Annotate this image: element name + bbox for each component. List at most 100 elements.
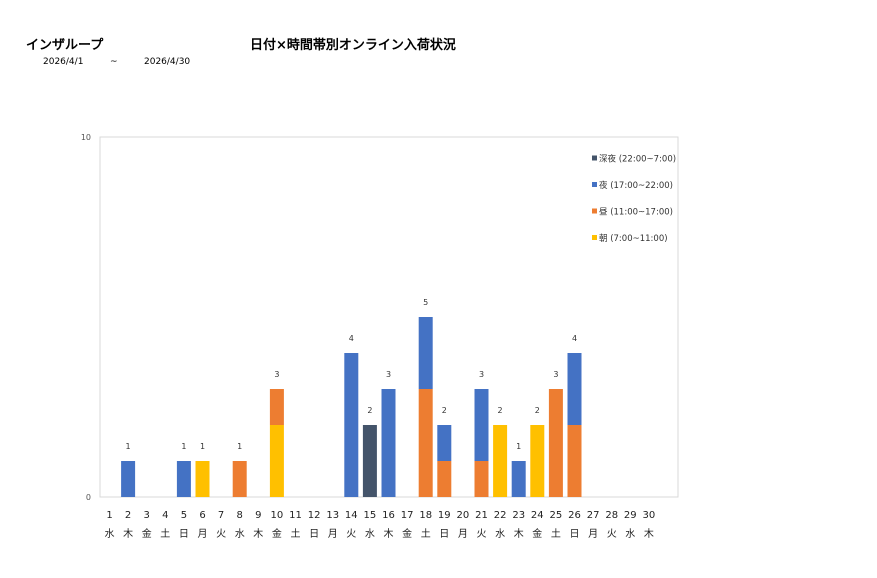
bar-segment [176, 461, 191, 497]
x-weekday-label: 木 [514, 528, 524, 540]
x-tick-label: 15 [364, 510, 377, 521]
x-weekday-label: 金 [272, 527, 282, 540]
bar-segment [418, 317, 433, 389]
x-weekday-label: 木 [644, 528, 654, 540]
x-weekday-label: 日 [439, 529, 449, 540]
bar-segment [195, 461, 210, 497]
x-weekday-label: 月 [198, 528, 208, 540]
bar-segment [437, 425, 452, 461]
bar-segment [474, 461, 489, 497]
date-range-end: 2026/4/30 [144, 57, 191, 67]
bar-segment [269, 425, 284, 497]
x-weekday-label: 日 [309, 529, 319, 540]
x-tick-label: 10 [271, 510, 284, 521]
x-weekday-label: 月 [458, 528, 468, 540]
legend-swatch [592, 208, 597, 214]
bar-segment [269, 389, 284, 425]
bar-segment [567, 425, 582, 497]
y-axis: 0 10 [81, 133, 91, 502]
x-tick-label: 23 [512, 510, 525, 521]
bar-segment [530, 425, 545, 497]
x-weekday-label: 水 [625, 528, 635, 540]
x-tick-label: 17 [401, 510, 414, 521]
legend-label: 昼 (11:00~17:00) [599, 208, 673, 218]
x-weekday-label: 水 [235, 528, 245, 540]
data-label: 2 [535, 406, 540, 415]
x-tick-label: 11 [289, 510, 302, 521]
data-label: 1 [126, 442, 131, 451]
bar-segment [567, 353, 582, 425]
x-tick-label: 18 [419, 510, 432, 521]
x-weekday-label: 金 [532, 527, 542, 540]
x-tick-label: 19 [438, 510, 451, 521]
data-label: 4 [349, 334, 354, 343]
x-tick-label: 3 [144, 510, 150, 521]
x-weekday-label: 土 [421, 527, 431, 540]
x-weekday-label: 火 [346, 528, 356, 540]
x-weekday-label: 月 [588, 528, 598, 540]
x-tick-label: 6 [199, 510, 205, 521]
x-axis: 1水2木3金4土5日6月7火8水9木10金11土12日13月14火15水16木1… [105, 510, 656, 540]
legend-swatch [592, 155, 597, 161]
data-label: 3 [479, 370, 484, 379]
x-weekday-label: 木 [253, 528, 263, 540]
x-tick-label: 13 [326, 510, 339, 521]
legend-label: 夜 (17:00~22:00) [599, 180, 673, 191]
x-weekday-label: 土 [291, 527, 301, 540]
x-tick-label: 8 [237, 510, 243, 521]
data-label: 3 [386, 370, 391, 379]
legend: 深夜 (22:00~7:00) 夜 (17:00~22:00) 昼 (11:00~1… [592, 154, 676, 244]
x-tick-label: 9 [255, 510, 261, 521]
x-tick-label: 29 [624, 510, 637, 521]
bar-segment [548, 389, 563, 497]
x-tick-label: 27 [587, 510, 600, 521]
legend-swatch [592, 182, 597, 187]
x-tick-label: 14 [345, 510, 358, 521]
bar-segment [511, 461, 526, 497]
x-tick-label: 24 [531, 510, 544, 521]
x-tick-label: 26 [568, 510, 581, 521]
data-label: 1 [516, 442, 521, 451]
x-weekday-label: 日 [570, 529, 580, 540]
chart-title: 日付×時間帯別オンライン入荷状況 [250, 38, 456, 53]
x-weekday-label: 木 [123, 528, 133, 540]
bar-segment [418, 389, 433, 497]
x-weekday-label: 水 [105, 528, 115, 540]
x-tick-label: 22 [494, 510, 507, 521]
x-weekday-label: 日 [179, 529, 189, 540]
x-tick-label: 28 [605, 510, 618, 521]
company-name: インザループ [26, 38, 104, 53]
x-tick-label: 30 [643, 510, 656, 521]
legend-swatch [592, 235, 597, 240]
x-tick-label: 2 [125, 510, 131, 521]
x-tick-label: 16 [382, 510, 395, 521]
data-label: 5 [423, 298, 428, 307]
bar-segment [437, 461, 452, 497]
data-labels-layer: 1 1 1 1 3 4 2 3 5 2 3 2 1 2 3 4 [126, 298, 577, 451]
bar-segment [232, 461, 247, 497]
bar-segment [474, 389, 489, 461]
data-label: 1 [200, 442, 205, 451]
legend-label: 深夜 (22:00~7:00) [599, 154, 676, 165]
x-weekday-label: 水 [495, 528, 505, 540]
x-weekday-label: 金 [402, 527, 412, 540]
x-tick-label: 4 [162, 510, 168, 521]
data-label: 2 [498, 406, 503, 415]
x-weekday-label: 土 [160, 527, 170, 540]
x-tick-label: 25 [550, 510, 563, 521]
bars-layer [121, 317, 582, 497]
data-label: 2 [442, 406, 447, 415]
date-range-start: 2026/4/1 [43, 57, 84, 67]
bar-segment [121, 461, 136, 497]
x-weekday-label: 金 [142, 527, 152, 540]
x-tick-label: 1 [106, 510, 112, 521]
date-range-separator: ~ [110, 57, 118, 67]
x-tick-label: 20 [457, 510, 470, 521]
legend-label: 朝 (7:00~11:00) [599, 234, 668, 244]
data-label: 3 [553, 370, 558, 379]
data-label: 1 [181, 442, 186, 451]
x-weekday-label: 月 [328, 528, 338, 540]
bar-segment [362, 425, 377, 497]
x-tick-label: 12 [308, 510, 321, 521]
